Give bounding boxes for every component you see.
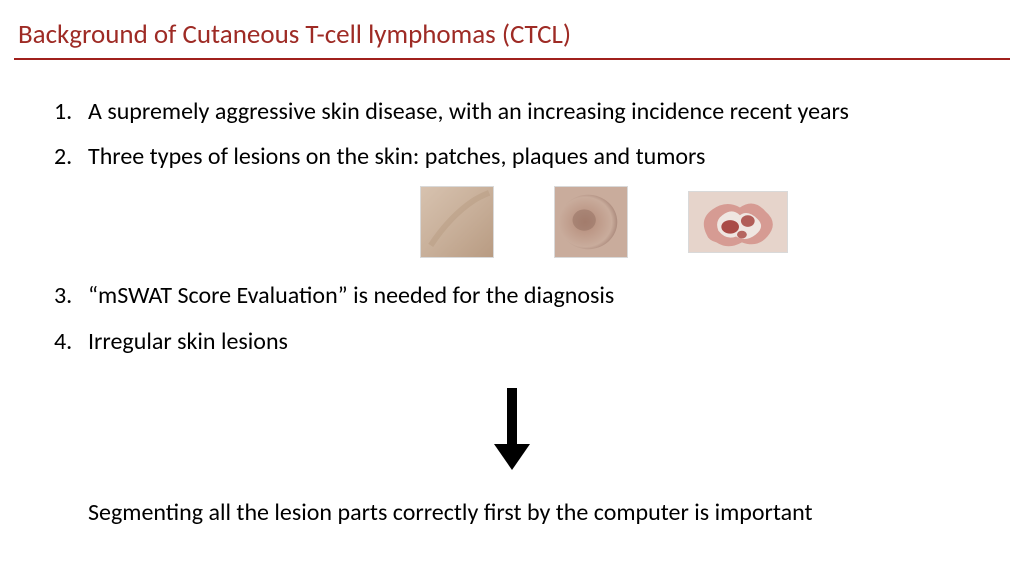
list-item: 4. Irregular skin lesions xyxy=(54,326,974,357)
list-text: Three types of lesions on the skin: patc… xyxy=(88,141,974,172)
list-item: 1. A supremely aggressive skin disease, … xyxy=(54,96,974,127)
list-text: Irregular skin lesions xyxy=(88,326,974,357)
slide-title: Background of Cutaneous T-cell lymphomas… xyxy=(18,18,571,51)
list-number: 3. xyxy=(54,280,88,311)
list-number: 1. xyxy=(54,96,88,127)
tumor-skin-image xyxy=(688,191,788,253)
list-item: 3. “mSWAT Score Evaluation” is needed fo… xyxy=(54,280,974,311)
lesion-images-row xyxy=(420,186,788,258)
conclusion-text: Segmenting all the lesion parts correctl… xyxy=(88,498,813,527)
list-text: A supremely aggressive skin disease, wit… xyxy=(88,96,974,127)
list-item: 2. Three types of lesions on the skin: p… xyxy=(54,141,974,172)
down-arrow-icon xyxy=(494,388,530,475)
patch-skin-image xyxy=(420,186,494,258)
list-text: “mSWAT Score Evaluation” is needed for t… xyxy=(88,280,974,311)
list-number: 4. xyxy=(54,326,88,357)
title-underline xyxy=(14,58,1010,60)
plaque-skin-image xyxy=(554,186,628,258)
slide-title-text: Background of Cutaneous T-cell lymphomas… xyxy=(18,18,571,51)
list-number: 2. xyxy=(54,141,88,172)
